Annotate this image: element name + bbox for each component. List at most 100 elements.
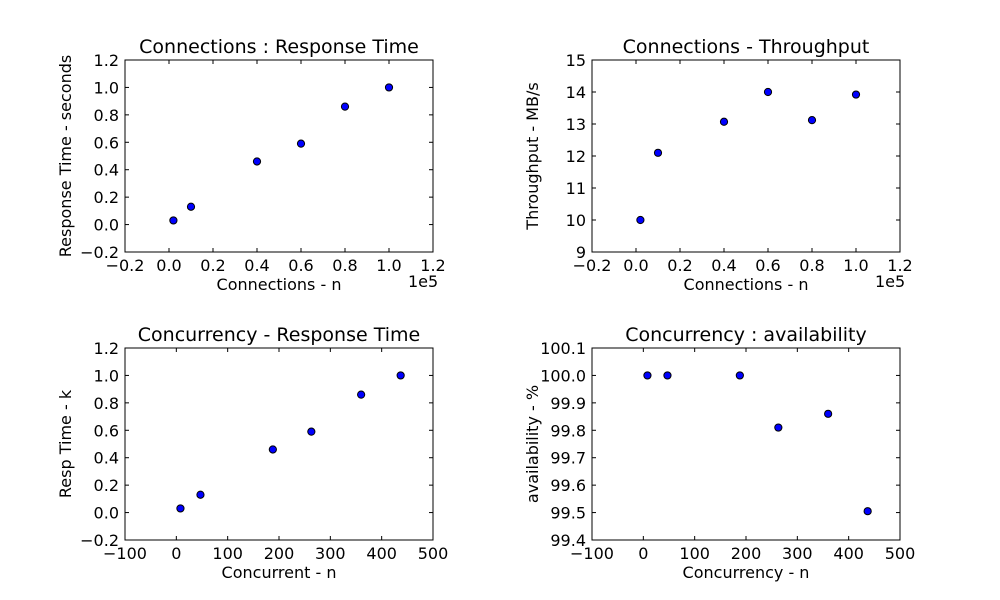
plot2-ytick-label: 12 [566, 147, 586, 166]
plot4-data-point [735, 371, 744, 380]
plot3-xtick-label: 200 [264, 544, 295, 563]
plot3-data-point [176, 504, 185, 513]
plot1-xtick-label: 1.0 [376, 256, 401, 275]
plot4-xtick-label: 200 [731, 544, 762, 563]
plot2-xtick-label: 0.4 [711, 256, 736, 275]
plot2-data-point [807, 116, 817, 125]
plot1-ytick-label: 0.6 [94, 133, 119, 152]
plot2-xtick-label: 0.0 [623, 256, 648, 275]
plot2-xtick-label: −0.2 [573, 256, 612, 275]
plot4-xtick-label: 300 [782, 544, 813, 563]
plot3-data-point [196, 490, 205, 499]
plot4-ytick-label: 99.8 [550, 421, 586, 440]
plot2-ytick-label: 15 [566, 51, 586, 70]
plot3-ytick-label: 0.2 [94, 476, 119, 495]
plot2-ytick-label: 9 [576, 243, 586, 262]
plot4-ytick-label: 100.0 [540, 366, 586, 385]
plot4-xtick-label: 400 [833, 544, 864, 563]
plot1-xlabel: Connections - n [217, 275, 342, 294]
plot3-ytick-label: 1.2 [94, 339, 119, 358]
plot3-xtick-label: −100 [103, 544, 147, 563]
plot2-ytick-label: 11 [566, 179, 586, 198]
plot3-ytick-label: 1.0 [94, 366, 119, 385]
plot1-data-point [296, 139, 306, 148]
plot1-ytick-label: 0.0 [94, 216, 119, 235]
plot1-title: Connections : Response Time [139, 36, 419, 58]
plot2-xtick-label: 0.8 [799, 256, 824, 275]
plot3-data-point [357, 390, 366, 399]
plot2-ylabel: Throughput - MB/s [523, 82, 542, 230]
plot2-ytick-label: 10 [566, 211, 586, 230]
plot4-ytick-label: 99.4 [550, 531, 586, 550]
plot1-ytick-label: 0.4 [94, 161, 119, 180]
plot2-ytick-label: 14 [566, 83, 586, 102]
plot2-data-point [763, 87, 773, 97]
plot3-xtick-label: 300 [315, 544, 346, 563]
plot1-data-point [384, 83, 394, 92]
plot3-ytick-label: 0.0 [94, 504, 119, 523]
plot4-data-point [863, 507, 872, 516]
plot1-xtick-label: 0.4 [244, 256, 269, 275]
plot2-xtick-label: 1.0 [843, 256, 868, 275]
plot4-xtick-label: 500 [885, 544, 916, 563]
plot3-xlabel: Concurrent - n [222, 563, 337, 582]
plot1-ytick-label: 0.2 [94, 188, 119, 207]
plot1-ytick-label: 1.2 [94, 51, 119, 70]
plot2-x-offset-label: 1e5 [875, 272, 905, 291]
plot3-xtick-label: 400 [366, 544, 397, 563]
plot1-ylabel: Response Time - seconds [56, 55, 75, 257]
plot2-data-point [851, 90, 861, 99]
plot3-ytick-label: −0.2 [80, 531, 119, 550]
plot3-data-point [268, 445, 277, 454]
plot3-ytick-label: 0.8 [94, 394, 119, 413]
plot3-data-point [307, 427, 316, 436]
plot4-data-point [774, 423, 783, 432]
plot3-xtick-label: 0 [171, 544, 181, 563]
plot3-axes-frame [124, 347, 434, 541]
plot2-xtick-label: 0.6 [755, 256, 780, 275]
plot3-xtick-label: 100 [212, 544, 243, 563]
plot4-xlabel: Concurrency - n [683, 563, 810, 582]
plot1-data-point [340, 102, 350, 111]
plot3-ylabel: Resp Time - k [56, 389, 75, 498]
plot4-xtick-label: 100 [679, 544, 710, 563]
plot1-data-point [169, 216, 178, 225]
plot1-ytick-label: −0.2 [80, 243, 119, 262]
plot1-axes-frame [124, 59, 434, 253]
plot4-ylabel: availability - % [523, 385, 542, 503]
plot1-ytick-label: 0.8 [94, 106, 119, 125]
plot3-title: Concurrency - Response Time [138, 324, 420, 346]
plot1-x-offset-label: 1e5 [408, 272, 438, 291]
plot4-data-point [663, 371, 672, 380]
plot4-xtick-label: −100 [570, 544, 614, 563]
plot4-axes-frame [591, 347, 901, 541]
plot4-data-point [824, 409, 833, 418]
plot1-ytick-label: 1.0 [94, 78, 119, 97]
plot2-xtick-label: 0.2 [667, 256, 692, 275]
plot4-data-point [643, 371, 652, 380]
plot2-title: Connections - Throughput [623, 36, 870, 58]
plot1-xtick-label: −0.2 [106, 256, 145, 275]
plot1-xtick-label: 0.8 [332, 256, 357, 275]
plot2-ytick-label: 13 [566, 115, 586, 134]
plot1-data-point [186, 202, 196, 211]
plot3-xtick-label: 500 [418, 544, 449, 563]
plot3-ytick-label: 0.6 [94, 421, 119, 440]
plot4-ytick-label: 99.6 [550, 476, 586, 495]
plot2-data-point [636, 215, 645, 225]
plot1-xtick-label: 1.2 [420, 256, 445, 275]
plot4-ytick-label: 100.1 [540, 339, 586, 358]
plot2-data-point [653, 148, 663, 157]
plot4-ytick-label: 99.7 [550, 449, 586, 468]
plot4-title: Concurrency : availability [625, 324, 867, 346]
plot1-data-point [252, 157, 262, 166]
plot4-ytick-label: 99.9 [550, 394, 586, 413]
plot2-data-point [719, 117, 729, 126]
plot3-ytick-label: 0.4 [94, 449, 119, 468]
plot1-xtick-label: 0.6 [288, 256, 313, 275]
plot4-xtick-label: 0 [638, 544, 648, 563]
plot1-xtick-label: 0.2 [200, 256, 225, 275]
plot3-data-point [396, 371, 405, 380]
plot2-xlabel: Connections - n [684, 275, 809, 294]
